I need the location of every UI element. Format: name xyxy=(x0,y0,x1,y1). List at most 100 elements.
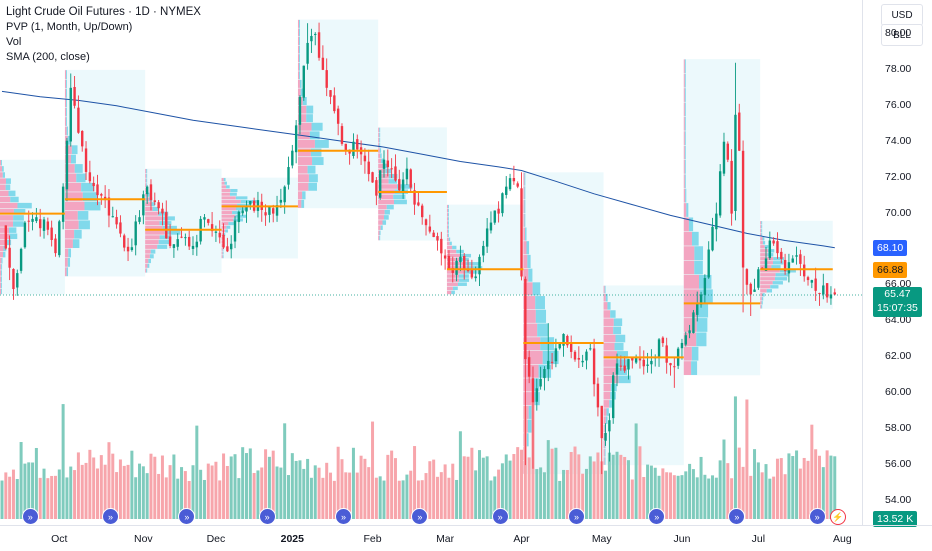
event-marker-icon[interactable]: » xyxy=(258,508,276,525)
profile-bar-down xyxy=(760,281,773,285)
volume-bar xyxy=(573,446,577,519)
profile-bar-up xyxy=(9,233,18,240)
volume-bar xyxy=(336,446,340,519)
profile-bar-up xyxy=(379,127,381,133)
indicator-vol[interactable]: Vol xyxy=(6,36,22,48)
volume-bar xyxy=(118,459,122,519)
event-marker-icon[interactable]: » xyxy=(491,508,509,525)
event-marker-icon[interactable]: » xyxy=(334,508,352,525)
profile-bar-down xyxy=(145,211,158,216)
profile-bar-up xyxy=(686,203,689,217)
volume-bar xyxy=(279,467,283,519)
profile-bar-up xyxy=(240,200,257,204)
earnings-bolt-icon[interactable]: ⚡ xyxy=(829,509,846,525)
profile-bar-down xyxy=(64,201,85,211)
volume-bar xyxy=(332,480,336,519)
volume-bar xyxy=(607,452,611,519)
price-tick-label: 70.00 xyxy=(885,206,912,219)
profile-bar-up xyxy=(761,221,763,225)
profile-bar-down xyxy=(64,229,75,239)
volume-bar xyxy=(542,472,546,519)
profile-bar-down xyxy=(0,227,10,233)
profile-bar-down xyxy=(683,88,685,102)
unit-button[interactable]: BLL xyxy=(881,24,923,46)
indicator-sma[interactable]: SMA (200, close) xyxy=(6,51,90,63)
profile-bar-down xyxy=(378,204,387,210)
price-axis[interactable]: USD BLL 54.00 56.00 58.00 60.00 62.00 64.00 66… xyxy=(862,0,932,527)
profile-bar-up xyxy=(300,88,303,97)
profile-bar-down xyxy=(603,432,605,441)
price-tick-label: 60.00 xyxy=(885,386,912,399)
profile-bar-up xyxy=(542,350,559,365)
sma-200-line xyxy=(1,90,835,249)
profile-bar-up xyxy=(312,157,324,166)
event-marker-icon[interactable]: » xyxy=(411,508,429,525)
event-marker-icon[interactable]: » xyxy=(178,508,196,525)
profile-bar-down xyxy=(0,160,2,166)
profile-bar-up xyxy=(379,143,381,148)
profile-bar-up xyxy=(310,148,322,157)
chart-legend: Light Crude Oil Futures · 1D · NYMEX PVP… xyxy=(6,5,201,65)
event-marker-icon[interactable]: » xyxy=(101,508,119,525)
profile-bar-down xyxy=(145,258,149,264)
candle-body xyxy=(539,378,542,387)
price-chart[interactable] xyxy=(0,0,862,525)
volume-bar xyxy=(680,475,684,519)
event-marker-icon[interactable]: » xyxy=(568,508,585,525)
time-tick-label: Mar xyxy=(436,533,455,545)
profile-bar-up xyxy=(309,131,320,140)
profile-bar-up xyxy=(299,62,300,71)
profile-bar-down xyxy=(603,326,614,335)
candle-body xyxy=(58,221,61,256)
profile-bar-up xyxy=(685,188,687,203)
event-marker-icon[interactable]: » xyxy=(728,508,746,525)
profile-bar-up xyxy=(697,303,709,318)
profile-bar-up xyxy=(613,326,622,335)
event-marker-icon[interactable]: » xyxy=(808,508,826,525)
candle-body xyxy=(398,179,401,191)
profile-bar-up xyxy=(535,309,547,323)
candle-body xyxy=(738,112,741,151)
profile-bar-down xyxy=(64,267,67,277)
volume-bar xyxy=(741,466,745,519)
volume-bar xyxy=(111,453,115,519)
event-marker-icon[interactable]: » xyxy=(21,508,39,525)
volume-bar xyxy=(88,449,92,519)
event-marker-icon[interactable]: » xyxy=(648,508,666,525)
volume-bar xyxy=(149,453,153,519)
time-axis[interactable]: Oct Nov Dec 2025 Feb Mar Apr May Jun Jul Aug xyxy=(0,525,932,551)
candle-body xyxy=(489,222,493,231)
profile-bar-down xyxy=(145,202,151,207)
candle-body xyxy=(352,141,355,156)
profile-bar-down xyxy=(603,391,611,400)
volume-bar xyxy=(500,463,504,519)
indicator-pvp[interactable]: PVP (1, Month, Up/Down) xyxy=(6,21,133,33)
volume-bar xyxy=(676,475,680,519)
volume-bar xyxy=(604,470,608,519)
profile-bar-up xyxy=(761,301,763,305)
profile-bar-down xyxy=(603,342,615,351)
profile-bar-up xyxy=(229,192,237,196)
profile-bar-down xyxy=(64,220,79,230)
candle-body xyxy=(638,358,642,361)
candle-body xyxy=(833,292,836,295)
profile-bar-up xyxy=(299,54,300,63)
profile-bar-down xyxy=(0,245,4,252)
candle-body xyxy=(187,236,191,247)
profile-bar-down xyxy=(446,286,453,291)
chart-area[interactable]: Light Crude Oil Futures · 1D · NYMEX PVP… xyxy=(0,0,862,525)
profile-bar-down xyxy=(0,215,14,221)
volume-bar xyxy=(485,456,489,519)
volume-bar xyxy=(539,467,543,519)
profile-bar-up xyxy=(77,211,89,220)
profile-bar-down xyxy=(0,257,2,264)
chart-title[interactable]: Light Crude Oil Futures · 1D · NYMEX xyxy=(6,6,201,18)
volume-bar xyxy=(241,447,245,519)
currency-button[interactable]: USD xyxy=(881,4,923,26)
profile-bar-down xyxy=(760,241,763,245)
last-price-label: 65.47 15:07:35 xyxy=(873,286,922,317)
candle-body xyxy=(432,232,435,238)
profile-bar-down xyxy=(64,239,73,249)
profile-bar-down xyxy=(760,297,762,301)
candle-body xyxy=(46,221,50,230)
